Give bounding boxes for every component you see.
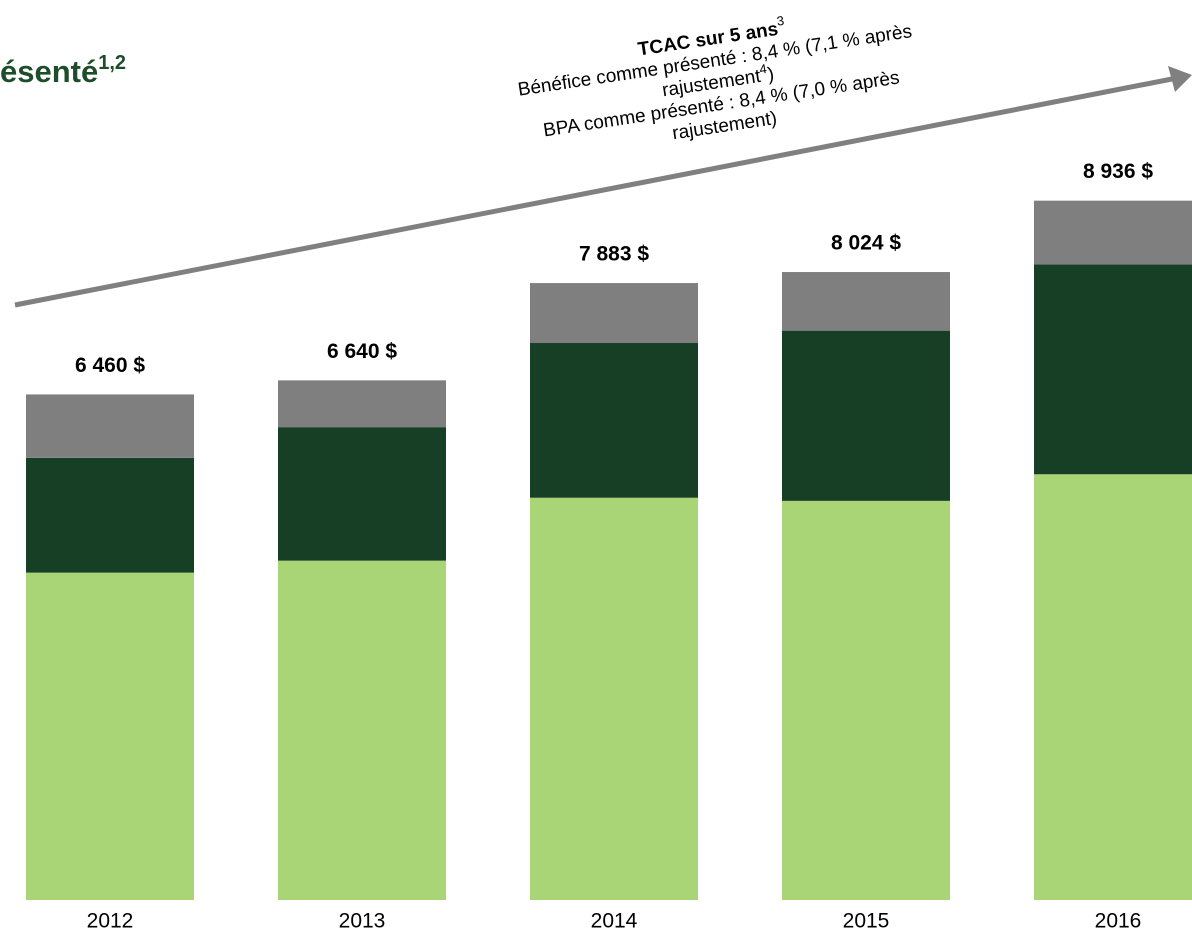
bar-segment [1034,264,1192,475]
value-label: 8 024 $ [831,232,901,255]
bar-segment [530,283,698,344]
bar-segment [782,500,950,900]
bar-segment [26,457,194,573]
line-sup: 4 [758,61,767,77]
x-tick-label: 2014 [591,910,638,933]
x-tick-label: 2013 [339,910,386,933]
bar-segment [1034,200,1192,265]
title-sup: 1,2 [98,52,126,74]
heading-sup: 3 [776,13,785,29]
bar-segment [530,343,698,498]
x-tick-label: 2015 [843,910,890,933]
value-label: 6 640 $ [327,340,397,363]
bar-segment [278,560,446,900]
title-text: ésenté [0,54,98,89]
value-label: 8 936 $ [1083,160,1153,183]
bar-segment [278,380,446,428]
bar-segment [26,572,194,900]
trend-arrow [14,76,1173,308]
bar-segment [782,330,950,501]
chart-title: ésenté1,2 [0,52,126,89]
x-tick-label: 2016 [1095,910,1142,933]
bar-segment [782,272,950,331]
arrow-head [1168,66,1192,92]
bar-segment [1034,474,1192,900]
value-label: 7 883 $ [579,243,649,266]
x-tick-label: 2012 [87,910,134,933]
line-text: ) [766,64,775,86]
bar-segment [278,427,446,561]
bar-segment [26,394,194,458]
value-label: 6 460 $ [75,354,145,377]
bar-segment [530,497,698,900]
